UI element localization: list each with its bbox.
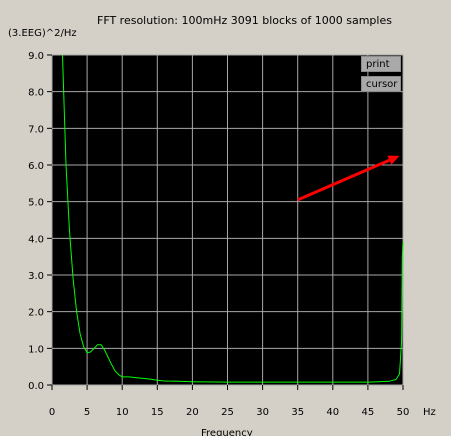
y-tick-label: 8.0: [28, 88, 44, 99]
annotation-arrow-head: [387, 155, 400, 165]
y-tick-label: 4.0: [28, 234, 44, 245]
x-axis-label: Frequency: [201, 428, 253, 436]
y-tick-label: 6.0: [28, 161, 44, 172]
y-tick-label: 1.0: [28, 344, 44, 355]
y-tick-label: 2.0: [28, 308, 44, 319]
y-tick-label: 5.0: [28, 198, 44, 209]
y-axis-label: (3.EEG)^2/Hz: [8, 28, 77, 39]
x-tick-label: 20: [186, 407, 199, 418]
axes: 0 5 10 15 20 25 30 35 40 45 50 0.0 1.0 2.0 3.0 4.0 5.0 6.…: [28, 51, 409, 418]
annotation-layer: [297, 155, 400, 202]
x-tick-label: 35: [291, 407, 304, 418]
y-tick-label: 0.0: [28, 381, 44, 392]
chart-title: FFT resolution: 100mHz 3091 blocks of 10…: [97, 14, 392, 27]
grid: [51, 54, 404, 386]
x-tick-label: 45: [362, 407, 375, 418]
x-tick-label: 15: [151, 407, 164, 418]
series-layer: [62, 54, 404, 383]
y-tick-label: 7.0: [28, 124, 44, 135]
x-tick-label: 50: [397, 407, 410, 418]
x-tick-label: 0: [49, 407, 55, 418]
annotation-arrow-shaft: [297, 158, 390, 202]
x-tick-label: 30: [256, 407, 269, 418]
x-tick-label: 25: [221, 407, 234, 418]
print-button[interactable]: print: [361, 56, 401, 72]
y-tick-label: 9.0: [28, 51, 44, 62]
cursor-button[interactable]: cursor: [361, 76, 401, 92]
x-tick-label: 10: [116, 407, 129, 418]
x-axis-unit: Hz: [423, 407, 436, 418]
series-line: [62, 54, 404, 383]
x-tick-label: 40: [326, 407, 339, 418]
y-tick-label: 3.0: [28, 271, 44, 282]
x-tick-label: 5: [84, 407, 90, 418]
